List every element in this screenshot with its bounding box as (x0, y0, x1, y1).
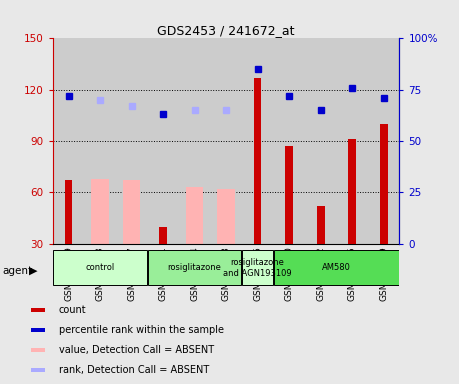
Title: GDS2453 / 241672_at: GDS2453 / 241672_at (157, 24, 295, 37)
Bar (368, 38, 399, 244)
Bar (336, 38, 368, 244)
Bar (53, 250, 147, 285)
Bar (148, 250, 241, 285)
Bar (254, 78, 262, 244)
Text: rosiglitazone
and AGN193109: rosiglitazone and AGN193109 (223, 258, 292, 278)
Bar (116, 38, 147, 244)
Bar (274, 250, 399, 285)
Bar (273, 38, 305, 244)
Bar (210, 38, 242, 244)
Bar (218, 189, 235, 244)
Text: count: count (59, 305, 86, 315)
Bar (91, 179, 109, 244)
Text: AM580: AM580 (322, 263, 351, 272)
Text: rank, Detection Call = ABSENT: rank, Detection Call = ABSENT (59, 366, 209, 376)
Bar (31, 368, 45, 372)
Bar (65, 180, 73, 244)
Text: agent: agent (2, 266, 33, 276)
Bar (380, 124, 387, 244)
Text: ▶: ▶ (29, 266, 38, 276)
Bar (53, 38, 84, 244)
Text: control: control (85, 263, 115, 272)
Bar (317, 206, 325, 244)
Bar (31, 308, 45, 312)
Bar (84, 38, 116, 244)
Bar (242, 250, 273, 285)
Bar (123, 180, 140, 244)
Bar (305, 38, 336, 244)
Bar (31, 328, 45, 332)
Bar (242, 38, 273, 244)
Bar (186, 187, 203, 244)
Bar (285, 146, 293, 244)
Bar (348, 139, 356, 244)
Bar (31, 348, 45, 352)
Text: percentile rank within the sample: percentile rank within the sample (59, 325, 224, 335)
Bar (179, 38, 210, 244)
Text: rosiglitazone: rosiglitazone (168, 263, 222, 272)
Text: value, Detection Call = ABSENT: value, Detection Call = ABSENT (59, 345, 214, 355)
Bar (147, 38, 179, 244)
Bar (159, 227, 167, 244)
